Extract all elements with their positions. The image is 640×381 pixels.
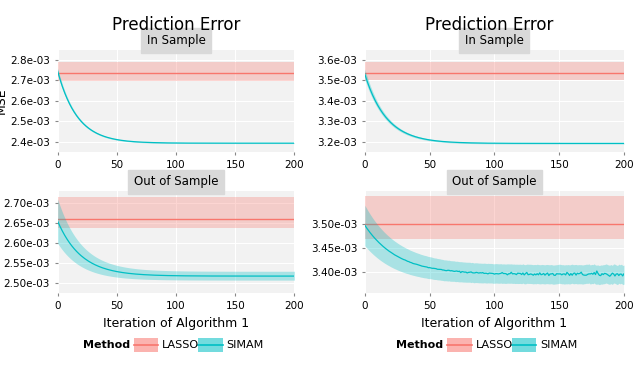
Bar xyxy=(58,197,294,228)
Title: In Sample: In Sample xyxy=(465,34,524,47)
Y-axis label: MSE: MSE xyxy=(0,229,1,255)
Title: In Sample: In Sample xyxy=(147,34,205,47)
X-axis label: Iteration of Algorithm 1: Iteration of Algorithm 1 xyxy=(421,317,568,330)
Text: Method: Method xyxy=(396,340,444,350)
Title: Out of Sample: Out of Sample xyxy=(134,175,218,188)
Text: LASSO: LASSO xyxy=(476,340,513,350)
Bar xyxy=(58,62,294,81)
Text: SIMAM: SIMAM xyxy=(540,340,577,350)
Title: Out of Sample: Out of Sample xyxy=(452,175,537,188)
Text: SIMAM: SIMAM xyxy=(227,340,264,350)
Text: Prediction Error: Prediction Error xyxy=(112,16,240,34)
Text: LASSO: LASSO xyxy=(162,340,199,350)
Bar xyxy=(365,62,624,80)
Bar xyxy=(365,196,624,239)
Y-axis label: MSE: MSE xyxy=(0,88,7,114)
X-axis label: Iteration of Algorithm 1: Iteration of Algorithm 1 xyxy=(103,317,249,330)
Text: Method: Method xyxy=(83,340,130,350)
Text: Prediction Error: Prediction Error xyxy=(426,16,554,34)
